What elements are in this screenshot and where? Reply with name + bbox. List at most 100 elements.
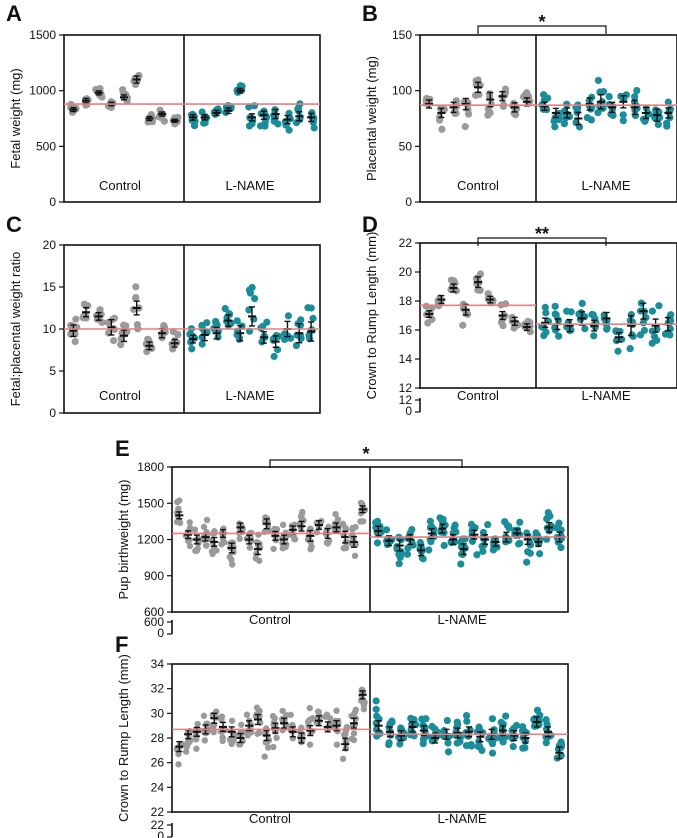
data-point [203, 542, 210, 549]
panel-letter: E [115, 436, 130, 461]
data-point [188, 345, 196, 353]
y-tick-label: 20 [43, 238, 57, 252]
data-point [228, 717, 236, 724]
group-label-control: Control [249, 612, 291, 627]
data-point [567, 326, 575, 334]
data-point [71, 337, 79, 346]
data-point [523, 558, 531, 566]
data-point [444, 739, 452, 747]
data-point [110, 337, 118, 345]
data-point [594, 109, 602, 117]
data-point [193, 546, 200, 554]
data-point [352, 706, 360, 714]
y-axis-label: Crown to Rump Length (mm) [364, 232, 379, 400]
data-point [349, 526, 356, 533]
y-tick-label: 18 [399, 294, 413, 308]
data-point [373, 712, 381, 720]
group-label-lname: L-NAME [225, 388, 274, 403]
data-point [382, 526, 391, 534]
data-point [132, 294, 140, 302]
y-tick-label: 22 [151, 805, 165, 819]
data-point [526, 549, 534, 557]
data-point [555, 332, 563, 340]
data-point [191, 526, 199, 533]
significance-bracket [477, 237, 607, 246]
data-point [440, 105, 448, 113]
data-point [648, 307, 656, 315]
data-point [220, 538, 227, 545]
data-point [395, 560, 403, 568]
data-point [186, 526, 193, 534]
data-point [251, 294, 259, 303]
data-point [339, 520, 347, 528]
y-axis-label: Placental weight (mg) [364, 56, 379, 181]
data-point [573, 104, 582, 112]
data-point [175, 761, 182, 768]
data-point [631, 111, 640, 120]
panel-letter: C [6, 212, 22, 237]
data-point [510, 324, 518, 332]
group-label-lname: L-NAME [225, 178, 274, 193]
data-point [516, 539, 524, 547]
data-point [516, 518, 524, 526]
data-point [650, 332, 659, 341]
significance-label: ** [535, 224, 549, 244]
data-point [221, 305, 229, 313]
data-point [560, 120, 568, 128]
y-tick-label: 12 [399, 393, 413, 407]
data-point [590, 332, 598, 340]
data-point [551, 302, 559, 310]
y-axis-label: Fetal weight (mg) [8, 68, 23, 168]
y-tick-label: 10 [43, 322, 57, 336]
data-point [269, 712, 277, 720]
data-point [279, 521, 287, 529]
data-point [308, 543, 315, 550]
significance-label: * [538, 12, 545, 32]
data-point [426, 517, 434, 525]
data-point [245, 286, 254, 294]
data-point [526, 328, 534, 336]
data-point [509, 742, 517, 751]
data-point [372, 705, 380, 713]
panel-c: C 0 5 10 15 20 Fetal:placental weight ratio Con… [6, 212, 321, 420]
data-point [310, 124, 318, 132]
data-point [512, 721, 521, 730]
y-tick-label: 1000 [29, 84, 56, 98]
data-point [436, 514, 444, 522]
y-tick-label: 15 [43, 280, 57, 294]
data-point [408, 525, 416, 534]
data-point [626, 345, 634, 353]
data-point [485, 108, 493, 116]
data-point [72, 315, 80, 323]
data-point [340, 731, 348, 738]
panel-a: A 0 500 1000 1500 Fetal weight (mg) Control L-N… [6, 1, 321, 209]
data-point [233, 317, 241, 325]
data-point [265, 527, 273, 535]
data-point [203, 516, 211, 524]
data-point [453, 718, 461, 726]
y-axis-label: Fetal:placental weight ratio [8, 252, 23, 407]
data-point [173, 518, 181, 526]
y-tick-label: 12 [399, 381, 413, 395]
data-point [614, 347, 622, 355]
y-tick-label: 600 [144, 615, 164, 629]
y-tick-label: 1500 [137, 496, 164, 510]
data-point [255, 531, 262, 538]
group-label-control: Control [457, 178, 499, 193]
data-point [186, 519, 193, 526]
data-point [596, 88, 604, 96]
data-point [450, 277, 458, 285]
data-point [201, 119, 209, 127]
data-point [551, 123, 559, 131]
data-point [284, 312, 293, 320]
y-tick-label: 50 [399, 139, 413, 153]
data-point [273, 734, 280, 742]
data-point [577, 309, 585, 317]
data-point [428, 722, 436, 731]
data-point [462, 742, 471, 750]
y-tick-label: 500 [36, 139, 56, 153]
plot-frame [419, 242, 677, 389]
data-point [385, 739, 393, 747]
data-point [198, 321, 206, 330]
